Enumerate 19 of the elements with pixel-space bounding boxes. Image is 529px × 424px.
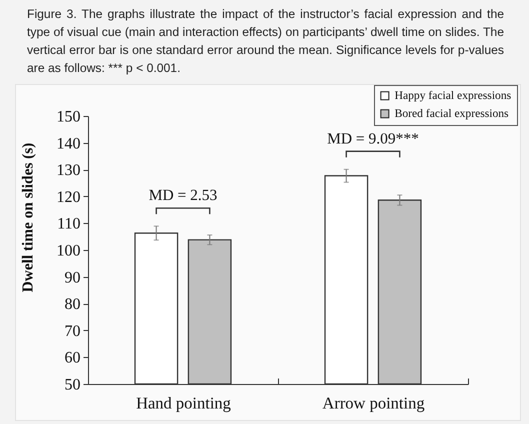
x-tick-label: Arrow pointing [322, 394, 425, 412]
legend-label: Bored facial expressions [394, 106, 510, 120]
y-tick-label: 100 [56, 242, 80, 260]
y-tick-label: 60 [64, 350, 80, 367]
chart-title: Figure 3. The graphs illustrate the impact of the instructor’s facial expression and the type of visual cue (main and interaction effects) on participants’ dwell time on slides. The vertical error bar is one standard error around the mean. Significance levels for p-values are as follows: *** p < 0.001. [27, 6, 504, 77]
y-tick-label: 70 [64, 322, 80, 340]
annotation: MD = 2.53 [148, 187, 218, 204]
y-tick-label: 90 [64, 269, 80, 286]
y-tick-label: 110 [57, 216, 80, 233]
x-tick-label: Hand pointing [136, 394, 231, 412]
y-tick-label: 130 [56, 162, 80, 180]
y-tick-label: 150 [56, 108, 80, 126]
y-tick-label: 120 [56, 188, 80, 206]
y-tick-label: 140 [56, 135, 80, 152]
annotation: MD = 9.09*** [327, 130, 420, 148]
text: Happy facial expressions [394, 88, 512, 102]
y-axis-title: Dwell time on slides (s) [20, 142, 36, 292]
y-tick-label: 80 [64, 296, 80, 314]
y-tick-label: 50 [64, 376, 80, 394]
